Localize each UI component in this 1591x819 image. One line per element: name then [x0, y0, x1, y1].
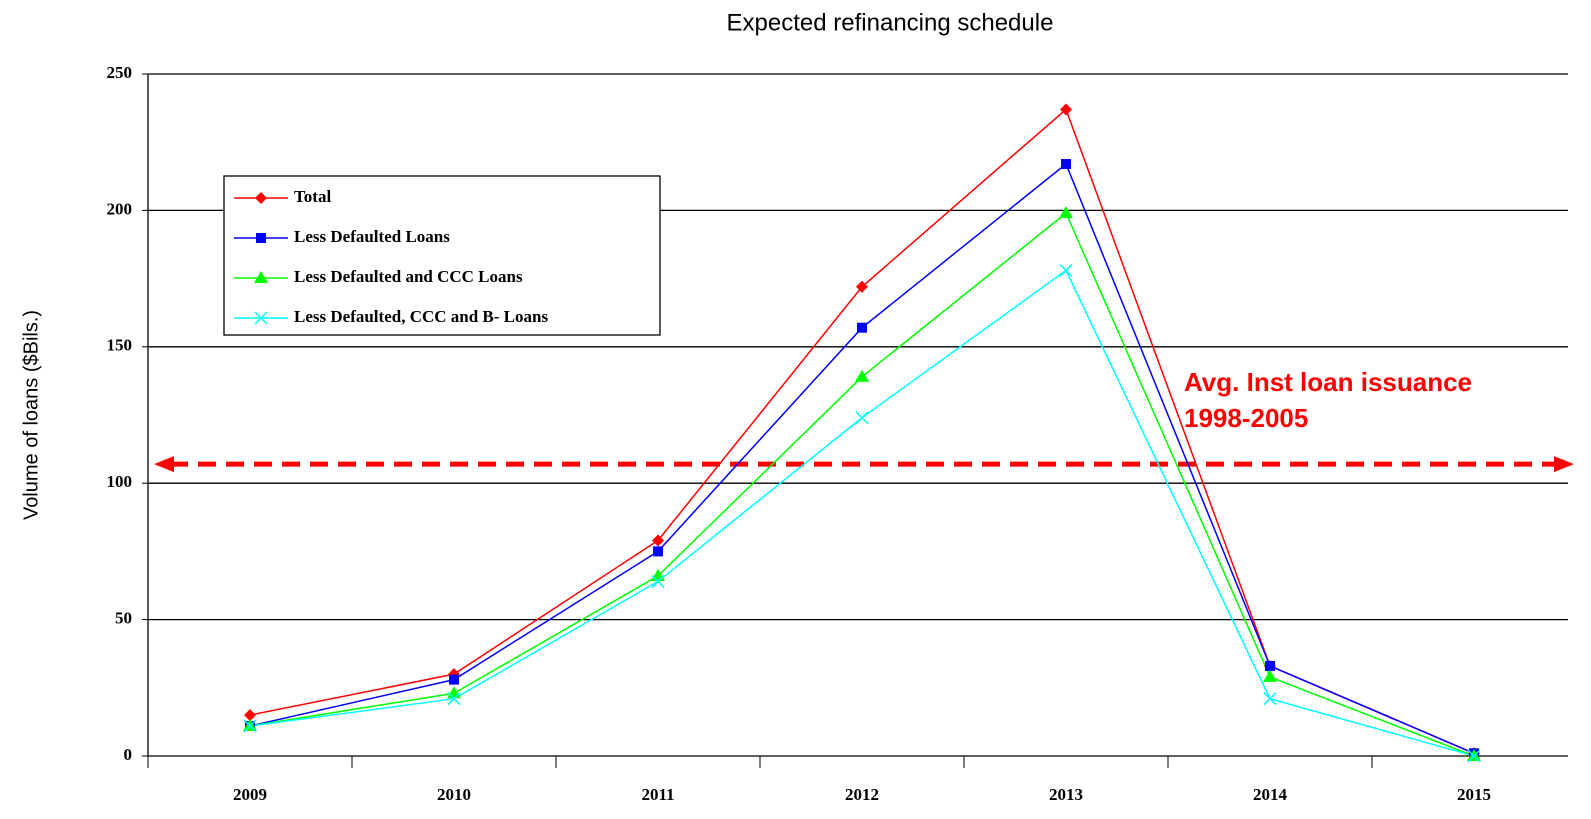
- x-tick-label: 2013: [1049, 785, 1083, 804]
- marker: [855, 369, 869, 382]
- legend-box: [223, 175, 661, 336]
- x-tick-label: 2014: [1253, 785, 1288, 804]
- x-tick-label: 2010: [437, 785, 471, 804]
- legend-label: Less Defaulted, CCC and B- Loans: [294, 307, 548, 326]
- y-tick-label: 0: [124, 745, 133, 764]
- y-tick-label: 100: [107, 472, 133, 491]
- marker: [1467, 749, 1481, 763]
- marker: [1059, 206, 1073, 219]
- marker: [254, 311, 268, 325]
- marker: [652, 534, 664, 547]
- y-axis-label: Volume of loans ($Bils.): [20, 310, 42, 520]
- legend-label: Total: [294, 187, 331, 206]
- chart-title: Expected refinancing schedule: [727, 9, 1054, 36]
- marker: [1263, 669, 1277, 682]
- reference-label: Avg. Inst loan issuance: [1184, 367, 1472, 397]
- y-tick-label: 150: [107, 336, 133, 355]
- reference-arrow: [154, 456, 174, 473]
- marker: [856, 280, 868, 293]
- reference-label: 1998-2005: [1184, 403, 1308, 433]
- y-tick-label: 50: [115, 609, 132, 628]
- marker: [1059, 263, 1073, 277]
- reference-arrow: [1554, 456, 1574, 473]
- series-line: [249, 269, 1475, 757]
- marker: [1060, 103, 1072, 116]
- y-tick-label: 200: [107, 199, 133, 218]
- x-tick-label: 2009: [233, 785, 267, 804]
- legend-label: Less Defaulted and CCC Loans: [294, 267, 523, 286]
- marker: [1263, 692, 1277, 706]
- marker: [243, 719, 257, 733]
- legend-label: Less Defaulted Loans: [294, 227, 450, 246]
- marker: [447, 692, 461, 706]
- marker: [256, 233, 266, 243]
- x-tick-label: 2011: [641, 785, 674, 804]
- x-tick-label: 2015: [1457, 785, 1491, 804]
- marker: [855, 411, 869, 425]
- marker: [244, 709, 256, 722]
- y-tick-label: 250: [107, 63, 133, 82]
- marker: [1061, 159, 1071, 170]
- marker: [1265, 660, 1275, 671]
- marker: [651, 574, 665, 588]
- x-tick-label: 2012: [845, 785, 879, 804]
- marker: [653, 546, 663, 557]
- marker: [254, 271, 268, 283]
- marker: [447, 686, 461, 699]
- marker: [857, 322, 867, 333]
- marker: [255, 192, 267, 204]
- legend: Total Less Defaulted Loans Less Defaulted …: [223, 175, 661, 336]
- marker: [449, 674, 459, 685]
